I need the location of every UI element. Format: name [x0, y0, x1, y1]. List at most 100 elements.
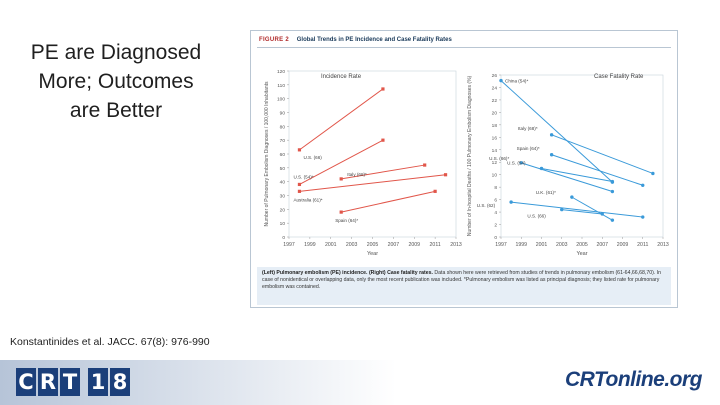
y-tick-label: 20 [280, 207, 286, 213]
figure-header: FIGURE 2 Global Trends in PE Incidence a… [259, 37, 452, 43]
y-tick-label: 0 [282, 235, 285, 241]
x-tick-label: 2003 [346, 242, 358, 248]
data-point [610, 189, 615, 194]
data-point [549, 133, 554, 137]
slide-title-line: More; Outcomes [38, 70, 194, 93]
figure-divider [257, 47, 671, 48]
footer-bar: C R T 1 8 CRTonline.org [0, 360, 720, 405]
data-point [539, 166, 544, 171]
y-tick-label: 0 [494, 235, 497, 241]
x-tick-label: 2009 [408, 242, 420, 248]
x-tick-label: 2013 [450, 242, 462, 248]
data-point [381, 138, 385, 142]
data-point [339, 177, 343, 181]
series-label: U.K. (61)* [536, 190, 556, 195]
y-tick-label: 90 [280, 111, 286, 117]
data-point [297, 148, 302, 152]
logo-letter: T [60, 368, 80, 396]
caption-lead: (Left) Pulmonary embolism (PE) incidence… [262, 270, 433, 276]
y-tick-label: 120 [277, 69, 285, 75]
caption-body: Data shown here were retrieved from stud… [262, 270, 662, 290]
series-line [571, 196, 613, 221]
y-tick-label: 24 [492, 85, 498, 91]
logo-letter: 1 [88, 368, 108, 396]
series-line [500, 80, 613, 183]
series-line [541, 167, 613, 183]
x-tick-label: 2011 [430, 242, 441, 248]
slide-title-line: are Better [69, 99, 163, 122]
series-label: Spain (64)* [335, 218, 358, 223]
data-point [641, 183, 645, 187]
x-tick-label: 1997 [495, 242, 507, 248]
data-point [519, 161, 523, 165]
series-line [521, 162, 613, 192]
data-point [509, 200, 513, 204]
slide-title: PE are Diagnosed More; Outcomes are Bett… [18, 38, 214, 125]
series-line [551, 134, 654, 174]
slide-title-line: PE are Diagnosed [30, 41, 202, 64]
y-tick-label: 20 [492, 110, 498, 116]
data-point [423, 163, 427, 167]
series-line [551, 154, 643, 186]
x-tick-label: 2011 [637, 242, 648, 248]
series-label: U.S. (66)* [489, 156, 509, 161]
data-point [641, 215, 645, 219]
y-tick-label: 30 [280, 194, 286, 200]
data-point [610, 218, 615, 222]
logo-letter: 8 [110, 368, 130, 396]
series-line [561, 209, 603, 215]
x-tick-label: 2009 [617, 242, 629, 248]
series-label: Italy (68)* [518, 126, 538, 131]
data-point [610, 179, 615, 184]
y-tick-label: 10 [492, 173, 498, 179]
series-label: Australia (61)* [293, 197, 322, 202]
series-line [341, 164, 425, 180]
y-tick-label: 8 [494, 185, 497, 191]
y-tick-label: 10 [280, 221, 286, 227]
y-tick-label: 50 [280, 166, 286, 172]
x-tick-label: 2005 [367, 242, 379, 248]
figure-label: FIGURE 2 [259, 37, 290, 43]
citation: Konstantinides et al. JACC. 67(8): 976-9… [10, 336, 210, 348]
series-line [299, 139, 384, 185]
y-tick-label: 40 [280, 180, 286, 186]
x-tick-label: 2013 [657, 242, 669, 248]
data-point [297, 189, 302, 193]
data-point [433, 189, 437, 193]
y-axis-label: Number of Pulmonary Embolism Diagnoses /… [264, 81, 270, 227]
y-tick-label: 100 [277, 97, 285, 103]
figure-caption: (Left) Pulmonary embolism (PE) incidence… [257, 267, 671, 305]
figure-heading: Global Trends in PE Incidence and Case F… [296, 37, 452, 43]
x-axis-label: Year [576, 251, 587, 257]
y-tick-label: 22 [492, 98, 498, 104]
x-tick-label: 2007 [596, 242, 608, 248]
y-axis-label: Number of In-hospital Deaths / 100 Pulmo… [467, 75, 473, 236]
x-tick-label: 1999 [515, 242, 527, 248]
plot-frame [500, 74, 664, 238]
y-tick-label: 110 [277, 83, 285, 89]
logo-letter: R [38, 368, 58, 396]
data-point [549, 153, 554, 157]
chart-title: Case Fatality Rate [594, 74, 644, 80]
chart-title: Incidence Rate [321, 74, 362, 80]
data-point [499, 78, 503, 83]
series-line [299, 174, 446, 192]
crt18-logo: C R T 1 8 [16, 368, 130, 396]
data-point [600, 212, 604, 216]
series-label: U.S. (62) [477, 203, 496, 208]
series-label: Italy (68)* [347, 172, 367, 177]
x-tick-label: 1997 [283, 242, 295, 248]
series-label: U.S. (66) [303, 155, 322, 160]
y-tick-label: 26 [492, 73, 498, 79]
x-tick-label: 2003 [556, 242, 568, 248]
data-point [297, 182, 302, 187]
x-tick-label: 1999 [304, 242, 316, 248]
y-tick-label: 6 [494, 198, 497, 204]
series-line [511, 201, 643, 218]
y-tick-label: 4 [494, 210, 497, 216]
y-tick-label: 70 [280, 138, 286, 144]
series-line [341, 190, 436, 213]
x-tick-label: 2005 [576, 242, 588, 248]
y-tick-label: 80 [280, 124, 286, 130]
